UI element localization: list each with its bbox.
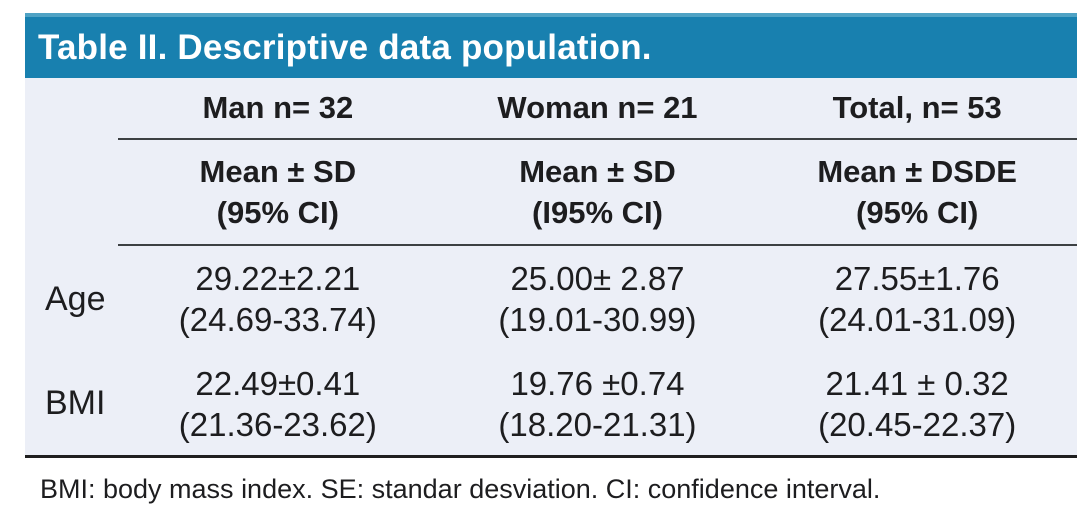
subheader-man-line2: (95% CI) — [216, 195, 339, 230]
bmi-man-cell: 22.49±0.41 (21.36-23.62) — [118, 352, 438, 455]
bmi-man-mean: 22.49±0.41 — [195, 364, 361, 402]
data-table: Man n= 32 Woman n= 21 Total, n= 53 Mean … — [25, 78, 1077, 458]
bmi-woman-mean: 19.76 ±0.74 — [510, 364, 685, 402]
corner-spacer — [25, 78, 118, 140]
column-header-total: Total, n= 53 — [757, 78, 1077, 140]
age-total-ci: (24.01-31.09) — [818, 301, 1017, 338]
bmi-total-mean: 21.41 ± 0.32 — [825, 364, 1009, 402]
age-man-cell: 29.22±2.21 (24.69-33.74) — [118, 246, 438, 352]
age-woman-ci: (19.01-30.99) — [498, 301, 697, 338]
subheader-spacer — [25, 140, 118, 246]
subheader-man: Mean ± SD (95% CI) — [118, 140, 438, 246]
table-title: Table II. Descriptive data population. — [38, 27, 652, 67]
subheader-total-line1: Mean ± DSDE — [817, 154, 1017, 189]
column-header-woman: Woman n= 21 — [437, 78, 758, 140]
table-figure: Table II. Descriptive data population. M… — [25, 13, 1077, 458]
age-woman-cell: 25.00± 2.87 (19.01-30.99) — [438, 246, 758, 352]
bmi-total-ci: (20.45-22.37) — [818, 405, 1017, 443]
subheader-total-line2: (95% CI) — [856, 195, 979, 230]
age-man-ci: (24.69-33.74) — [178, 301, 377, 338]
subheader-man-line1: Mean ± SD — [199, 154, 357, 189]
bmi-woman-ci: (18.20-21.31) — [498, 405, 697, 443]
subheader-woman-line2: (I95% CI) — [532, 195, 663, 230]
row-label-bmi: BMI — [45, 384, 106, 422]
age-man-mean: 29.22±2.21 — [195, 260, 361, 297]
table-title-bar: Table II. Descriptive data population. — [25, 13, 1077, 78]
table-footnote: BMI: body mass index. SE: standar desvia… — [40, 474, 881, 504]
bmi-man-ci: (21.36-23.62) — [178, 405, 377, 443]
bmi-total-cell: 21.41 ± 0.32 (20.45-22.37) — [757, 352, 1077, 455]
age-total-mean: 27.55±1.76 — [834, 260, 1000, 297]
subheader-total: Mean ± DSDE (95% CI) — [757, 140, 1077, 246]
subheader-woman: Mean ± SD (I95% CI) — [437, 140, 758, 246]
bmi-woman-cell: 19.76 ±0.74 (18.20-21.31) — [438, 352, 758, 455]
column-header-man: Man n= 32 — [118, 78, 438, 140]
age-total-cell: 27.55±1.76 (24.01-31.09) — [757, 246, 1077, 352]
age-woman-mean: 25.00± 2.87 — [510, 260, 685, 297]
subheader-woman-line1: Mean ± SD — [519, 154, 676, 189]
row-label-age: Age — [45, 279, 106, 318]
